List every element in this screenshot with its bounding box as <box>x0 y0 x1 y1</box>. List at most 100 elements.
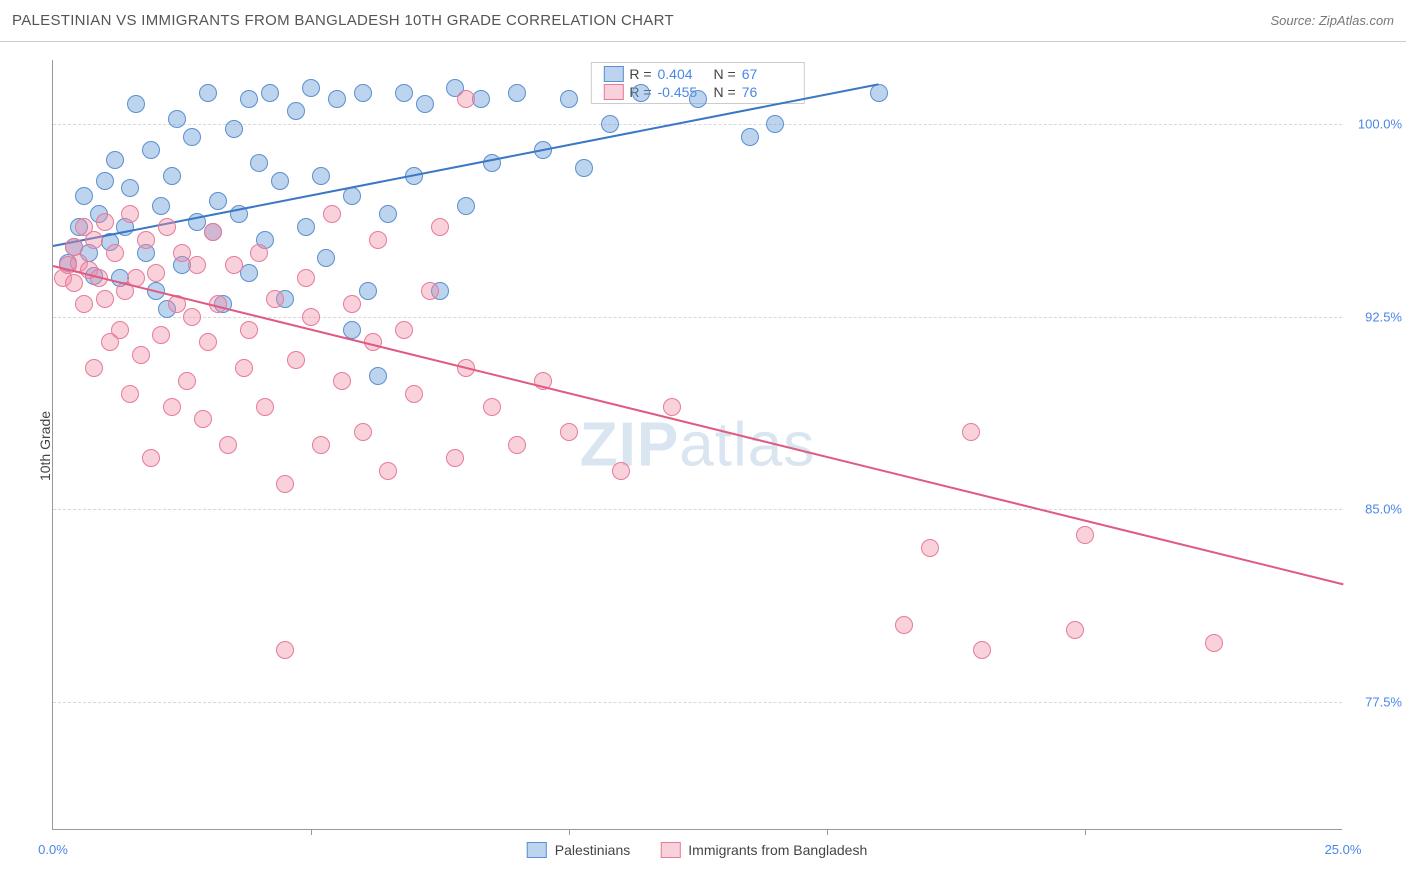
chart-header: PALESTINIAN VS IMMIGRANTS FROM BANGLADES… <box>0 0 1406 42</box>
data-point <box>235 359 253 377</box>
data-point <box>354 423 372 441</box>
data-point <box>472 90 490 108</box>
data-point <box>276 475 294 493</box>
data-point <box>256 398 274 416</box>
data-point <box>343 295 361 313</box>
data-point <box>147 264 165 282</box>
data-point <box>163 167 181 185</box>
data-point <box>271 172 289 190</box>
data-point <box>121 205 139 223</box>
data-point <box>395 84 413 102</box>
data-point <box>142 141 160 159</box>
data-point <box>96 213 114 231</box>
x-tick-label: 25.0% <box>1325 842 1362 857</box>
data-point <box>446 449 464 467</box>
data-point <box>297 269 315 287</box>
data-point <box>152 326 170 344</box>
plot-region: ZIPatlas R =0.404N =67R =-0.455N =76 100… <box>52 60 1342 830</box>
data-point <box>168 110 186 128</box>
data-point <box>343 187 361 205</box>
data-point <box>689 90 707 108</box>
data-point <box>163 398 181 416</box>
y-axis-label: 10th Grade <box>37 411 53 481</box>
data-point <box>416 95 434 113</box>
legend-swatch <box>527 842 547 858</box>
data-point <box>405 385 423 403</box>
data-point <box>219 436 237 454</box>
data-point <box>369 367 387 385</box>
data-point <box>302 79 320 97</box>
data-point <box>421 282 439 300</box>
data-point <box>276 641 294 659</box>
x-tick-mark <box>569 829 570 835</box>
data-point <box>560 90 578 108</box>
data-point <box>65 274 83 292</box>
data-point <box>457 90 475 108</box>
data-point <box>188 256 206 274</box>
data-point <box>741 128 759 146</box>
data-point <box>328 90 346 108</box>
data-point <box>225 256 243 274</box>
source-attribution: Source: ZipAtlas.com <box>1270 13 1394 28</box>
x-tick-mark <box>1085 829 1086 835</box>
y-tick-label: 92.5% <box>1347 309 1402 324</box>
n-value: 67 <box>742 66 792 82</box>
data-point <box>1205 634 1223 652</box>
data-point <box>343 321 361 339</box>
legend-swatch <box>603 66 623 82</box>
data-point <box>132 346 150 364</box>
data-point <box>508 436 526 454</box>
data-point <box>121 385 139 403</box>
data-point <box>199 333 217 351</box>
data-point <box>209 192 227 210</box>
data-point <box>75 187 93 205</box>
data-point <box>379 462 397 480</box>
data-point <box>250 244 268 262</box>
gridline-horizontal <box>53 317 1342 318</box>
data-point <box>261 84 279 102</box>
legend-label: Palestinians <box>555 842 631 858</box>
legend-item: Palestinians <box>527 842 631 858</box>
y-tick-label: 77.5% <box>1347 694 1402 709</box>
gridline-horizontal <box>53 702 1342 703</box>
chart-area: ZIPatlas R =0.404N =67R =-0.455N =76 100… <box>52 60 1342 830</box>
y-tick-label: 100.0% <box>1347 117 1402 132</box>
data-point <box>137 231 155 249</box>
data-point <box>194 410 212 428</box>
data-point <box>75 295 93 313</box>
data-point <box>240 264 258 282</box>
data-point <box>183 128 201 146</box>
x-tick-mark <box>311 829 312 835</box>
data-point <box>457 197 475 215</box>
data-point <box>96 290 114 308</box>
data-point <box>312 436 330 454</box>
legend-item: Immigrants from Bangladesh <box>660 842 867 858</box>
data-point <box>508 84 526 102</box>
data-point <box>183 308 201 326</box>
data-point <box>323 205 341 223</box>
data-point <box>266 290 284 308</box>
data-point <box>317 249 335 267</box>
data-point <box>483 154 501 172</box>
data-point <box>1066 621 1084 639</box>
data-point <box>333 372 351 390</box>
data-point <box>962 423 980 441</box>
data-point <box>225 120 243 138</box>
data-point <box>121 179 139 197</box>
data-point <box>359 282 377 300</box>
data-point <box>1076 526 1094 544</box>
x-tick-mark <box>827 829 828 835</box>
data-point <box>240 321 258 339</box>
gridline-horizontal <box>53 124 1342 125</box>
r-value: 0.404 <box>658 66 708 82</box>
data-point <box>106 151 124 169</box>
data-point <box>312 167 330 185</box>
data-point <box>287 102 305 120</box>
data-point <box>250 154 268 172</box>
data-point <box>973 641 991 659</box>
data-point <box>575 159 593 177</box>
gridline-horizontal <box>53 509 1342 510</box>
data-point <box>158 218 176 236</box>
stats-legend-row: R =0.404N =67 <box>591 65 803 83</box>
data-point <box>178 372 196 390</box>
